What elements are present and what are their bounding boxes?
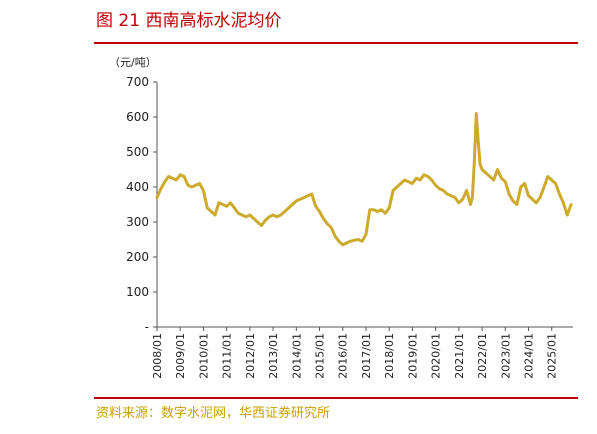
y-tick-label: 300 bbox=[126, 215, 149, 229]
x-tick-label: 2017/01 bbox=[360, 333, 373, 379]
x-tick-label: 2013/01 bbox=[267, 333, 280, 379]
x-tick-label: 2025/01 bbox=[546, 333, 559, 379]
x-tick-label: 2024/01 bbox=[522, 333, 535, 379]
x-tick-label: 2022/01 bbox=[476, 333, 489, 379]
y-tick-label: - bbox=[145, 320, 149, 334]
y-tick-label: 400 bbox=[126, 180, 149, 194]
x-tick-label: 2023/01 bbox=[499, 333, 512, 379]
x-tick-label: 2020/01 bbox=[430, 333, 443, 379]
x-tick-label: 2021/01 bbox=[453, 333, 466, 379]
figure-title: 图 21 西南高标水泥均价 bbox=[96, 11, 282, 31]
y-unit-label: （元/吨） bbox=[109, 56, 157, 69]
x-tick-label: 2018/01 bbox=[383, 333, 396, 379]
source-note: 资料来源：数字水泥网，华西证券研究所 bbox=[96, 406, 331, 421]
y-tick-label: 600 bbox=[126, 110, 149, 124]
x-tick-group: 2008/01 2009/01 2010/01 2011/01 2012/01 2013/… bbox=[151, 327, 559, 379]
x-tick-label: 2019/01 bbox=[406, 333, 419, 379]
x-tick-label: 2010/01 bbox=[197, 333, 210, 379]
x-tick-label: 2008/01 bbox=[151, 333, 164, 379]
x-tick-label: 2015/01 bbox=[314, 333, 327, 379]
title-rule bbox=[94, 42, 578, 44]
price-series-line bbox=[155, 112, 573, 247]
source-rule bbox=[94, 397, 578, 399]
y-tick-label: 100 bbox=[126, 285, 149, 299]
x-tick-label: 2012/01 bbox=[244, 333, 257, 379]
y-tick-label: 500 bbox=[126, 145, 149, 159]
x-tick-label: 2009/01 bbox=[174, 333, 187, 379]
y-tick-group: - 100 200 300 400 500 600 700 bbox=[126, 75, 157, 334]
x-tick-label: 2011/01 bbox=[221, 333, 234, 379]
y-tick-label: 700 bbox=[126, 75, 149, 89]
x-tick-label: 2014/01 bbox=[290, 333, 303, 379]
y-tick-label: 200 bbox=[126, 250, 149, 264]
x-tick-label: 2016/01 bbox=[337, 333, 350, 379]
